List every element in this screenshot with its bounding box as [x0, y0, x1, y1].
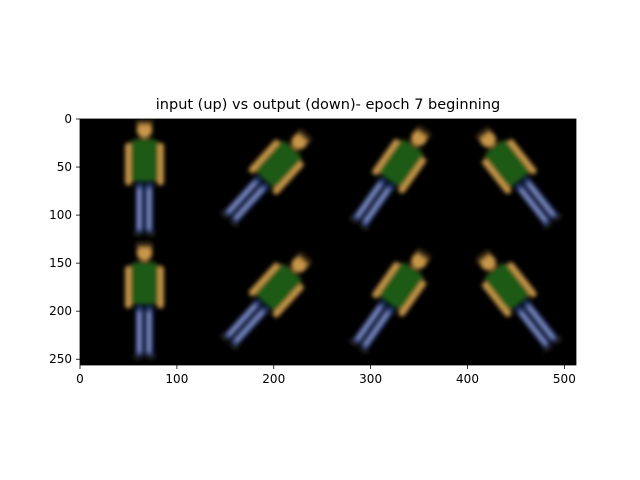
image-tile-0-3 — [475, 126, 563, 230]
y-tick-label-100: 100 — [49, 208, 72, 222]
image-tile-1-0 — [125, 241, 164, 360]
y-tick-label-50: 50 — [57, 160, 72, 174]
y-tick-label-0: 0 — [64, 112, 72, 126]
axes: 0 100 200 300 400 500 0 50 100 150 200 250 — [49, 112, 577, 386]
x-tick-label-300: 300 — [359, 372, 382, 386]
image-tiles — [125, 119, 563, 360]
image-tile-1-2 — [348, 248, 432, 355]
x-tick-label-500: 500 — [553, 372, 576, 386]
image-tile-0-0 — [125, 119, 164, 237]
axes-frame — [79, 118, 577, 366]
chart-title: input (up) vs output (down)- epoch 7 beg… — [156, 97, 500, 113]
image-tile-0-1 — [219, 128, 313, 228]
image-tile-1-3 — [475, 249, 563, 353]
x-tick-label-100: 100 — [165, 372, 188, 386]
image-tile-1-1 — [219, 251, 313, 351]
x-tick-label-0: 0 — [76, 372, 84, 386]
x-tick-label-400: 400 — [456, 372, 479, 386]
image-tile-0-2 — [348, 125, 432, 232]
x-tick-label-200: 200 — [262, 372, 285, 386]
y-tick-label-200: 200 — [49, 304, 72, 318]
y-tick-label-250: 250 — [49, 352, 72, 366]
y-tick-label-150: 150 — [49, 256, 72, 270]
